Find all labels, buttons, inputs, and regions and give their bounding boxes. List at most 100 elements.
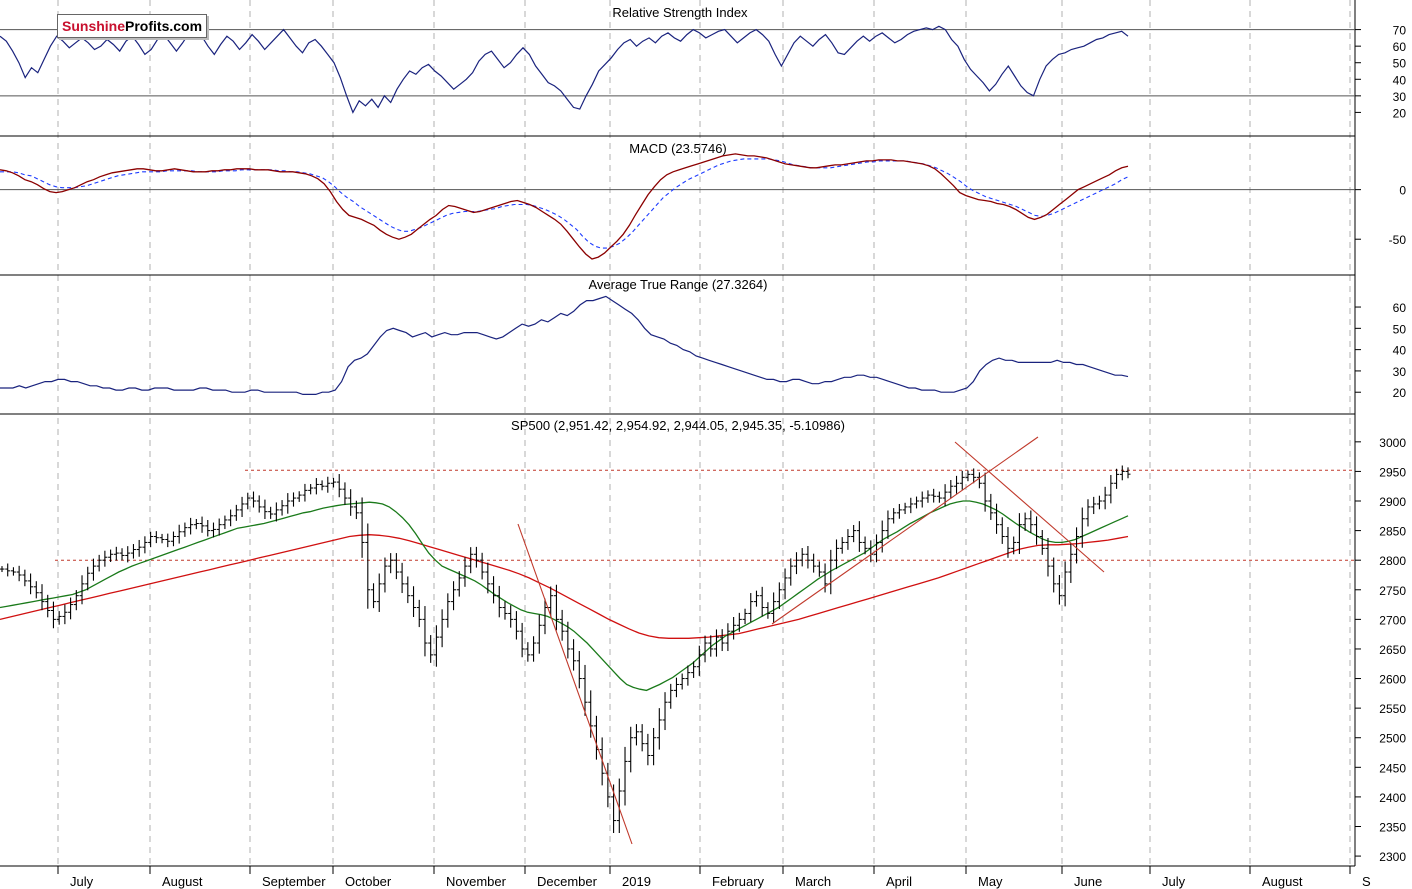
ohlc-bar	[233, 504, 239, 521]
ohlc-bar	[771, 592, 777, 623]
trend-line	[954, 441, 1105, 573]
ohlc-bar	[1114, 468, 1120, 489]
ohlc-bar	[622, 746, 628, 806]
ohlc-bar	[1062, 561, 1068, 607]
ohlc-bar	[776, 582, 782, 610]
y-tick-label: 2500	[1379, 732, 1406, 746]
y-tick-label: 2400	[1379, 791, 1406, 805]
ohlc-bar	[1125, 467, 1131, 479]
ohlc-bar	[691, 661, 697, 678]
month-label: November	[446, 874, 507, 889]
ohlc-bar	[359, 497, 365, 558]
ohlc-bar	[668, 683, 674, 709]
ohlc-bar	[976, 472, 982, 489]
ohlc-bar	[925, 490, 931, 503]
ohlc-bar	[5, 563, 11, 577]
ohlc-bar	[736, 612, 742, 632]
ohlc-bar	[491, 576, 497, 604]
ohlc-bar	[553, 584, 559, 631]
ohlc-bar	[445, 593, 451, 628]
panel-separators	[0, 0, 1356, 867]
ohlc-bar	[22, 569, 28, 587]
ohlc-bar	[576, 651, 582, 689]
ohlc-bar	[188, 517, 194, 535]
y-tick-label: 2450	[1379, 761, 1406, 775]
ohlc-bar	[914, 496, 920, 509]
ohlc-bar	[73, 590, 79, 611]
ohlc-bar	[313, 478, 319, 495]
macd-panel: MACD (23.5746)	[0, 141, 1355, 260]
ohlc-bar	[33, 581, 39, 599]
ohlc-bar	[982, 472, 988, 512]
month-label: September	[262, 874, 326, 889]
ohlc-bar	[222, 515, 228, 530]
ohlc-bar	[416, 599, 422, 628]
ohlc-bar	[148, 531, 154, 548]
ohlc-bar	[405, 576, 411, 604]
ohlc-bar	[679, 673, 685, 690]
ohlc-bar	[1022, 512, 1028, 531]
trend-line	[771, 436, 1039, 625]
ohlc-bar	[85, 566, 91, 591]
y-tick-label: 2850	[1379, 525, 1406, 539]
month-label: April	[886, 874, 912, 889]
ohlc-bar	[999, 517, 1005, 544]
ohlc-bar	[193, 519, 199, 530]
ohlc-bar	[485, 562, 491, 594]
ohlc-bar	[142, 536, 148, 554]
ohlc-bar	[856, 521, 862, 552]
ohlc-bar	[994, 503, 1000, 534]
y-tick-label: 60	[1393, 40, 1407, 54]
month-label: February	[712, 874, 765, 889]
ohlc-bar	[891, 508, 897, 524]
ohlc-bar	[216, 518, 222, 536]
macd-title: MACD (23.5746)	[629, 141, 727, 156]
ohlc-bar	[153, 531, 159, 544]
ohlc-bar	[782, 568, 788, 600]
month-label: July	[1162, 874, 1186, 889]
ohlc-bar	[1068, 543, 1074, 583]
ohlc-bar	[685, 665, 691, 686]
ohlc-bar	[1016, 513, 1022, 554]
ohlc-bar	[582, 664, 588, 716]
ohlc-bar	[439, 609, 445, 648]
ohlc-bar	[285, 493, 291, 514]
ohlc-bar	[805, 545, 811, 569]
month-label: S	[1362, 874, 1371, 889]
month-label: March	[795, 874, 831, 889]
ohlc-bar	[874, 534, 880, 563]
y-tick-label: 0	[1399, 184, 1406, 198]
ohlc-bar	[565, 621, 571, 659]
month-label: October	[345, 874, 392, 889]
ohlc-bar	[811, 553, 817, 573]
ohlc-bar	[56, 611, 62, 625]
ohlc-bar	[45, 594, 51, 618]
ohlc-bar	[673, 677, 679, 698]
y-tick-label: 2650	[1379, 643, 1406, 657]
ohlc-bar	[1056, 574, 1062, 605]
ohlc-bar	[1045, 538, 1051, 577]
ohlc-bar	[931, 488, 937, 503]
ohlc-bar	[371, 583, 377, 609]
ohlc-bar	[662, 692, 668, 731]
ohlc-bar	[851, 524, 857, 543]
ohlc-bar	[559, 609, 565, 641]
brand-logo[interactable]: Sunshine Profits.com	[57, 14, 207, 38]
ohlc-bar	[473, 546, 479, 568]
brand-part1: Sunshine	[62, 18, 126, 34]
y-tick-label: 20	[1393, 386, 1407, 400]
ohlc-bar	[1085, 499, 1091, 527]
moving-average-long	[0, 534, 1129, 639]
ohlc-bar	[1096, 495, 1102, 510]
ohlc-bar	[959, 470, 965, 490]
ohlc-bar	[919, 491, 925, 508]
ohlc-bar	[531, 636, 537, 662]
ohlc-bar	[759, 586, 765, 617]
y-tick-label: 30	[1393, 365, 1407, 379]
y-tick-label: 2350	[1379, 820, 1406, 834]
y-tick-label: 40	[1393, 73, 1407, 87]
month-label: June	[1074, 874, 1102, 889]
ohlc-bar	[1108, 474, 1114, 504]
ohlc-bar	[502, 601, 508, 620]
y-tick-label: 2800	[1379, 554, 1406, 568]
